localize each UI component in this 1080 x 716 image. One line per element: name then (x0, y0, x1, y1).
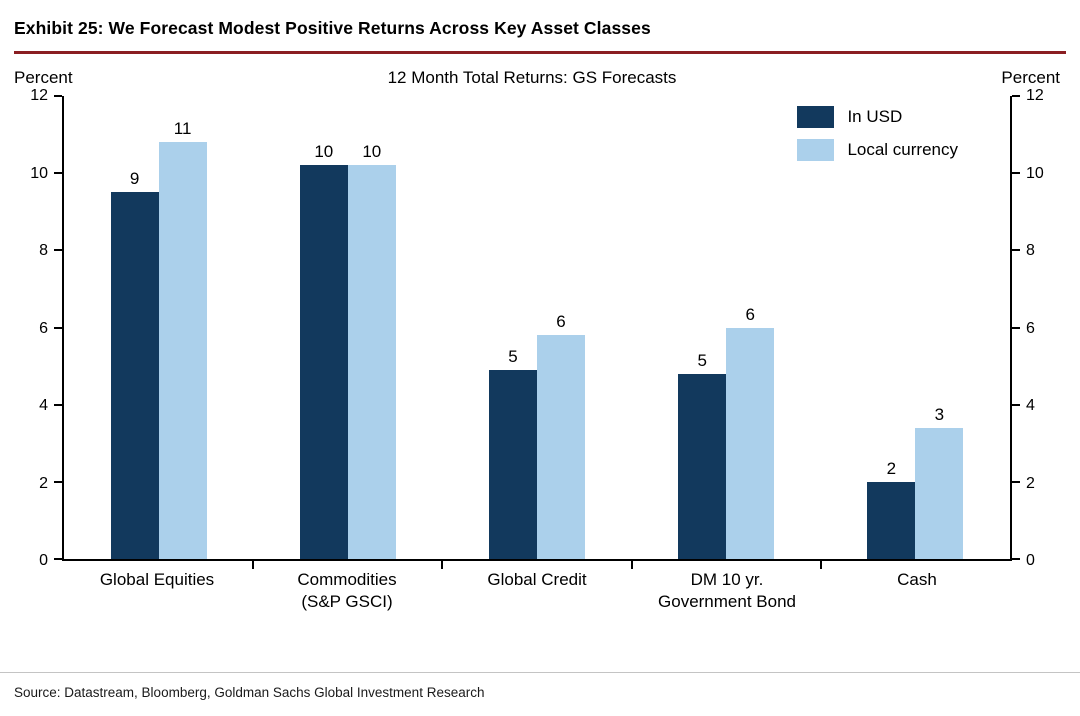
y-tick-mark (54, 95, 62, 97)
legend-item-local-currency: Local currency (797, 139, 958, 161)
bar-value-label: 10 (314, 142, 334, 162)
bar-value-label: 5 (508, 346, 518, 366)
bar-wrap: 5 (489, 96, 537, 559)
y-axis-right: 0 2 4 6 8 10 12 (1012, 87, 1060, 569)
y-tick-mark (1012, 95, 1020, 97)
bar (867, 481, 916, 559)
x-tick-mark (441, 561, 444, 569)
y-axis-title-right: Percent (1001, 68, 1060, 87)
y-tick-label: 0 (39, 552, 48, 569)
y-tick-mark (54, 172, 62, 175)
bar-wrap: 10 (299, 96, 348, 559)
y-tick-label: 8 (1026, 242, 1035, 260)
y-tick-mark (54, 480, 62, 483)
bar-wrap: 3 (915, 96, 964, 559)
bar-value-label: 10 (362, 142, 382, 162)
x-axis-category-label: DM 10 yr. Government Bond (658, 570, 796, 612)
legend-item-in-usd: In USD (797, 106, 958, 128)
y-tick-label: 6 (1026, 319, 1035, 337)
y-tick-mark (1012, 326, 1020, 329)
plot-row: 0 2 4 6 8 10 12 9 11 10 10 5 6 5 6 2 3 In USD Local cur… (14, 87, 1060, 569)
y-tick-label: 8 (39, 242, 48, 260)
x-axis-category-label: Commodities (S&P GSCI) (297, 570, 397, 612)
bar-group: 10 10 (253, 96, 442, 559)
legend-label-local-currency: Local currency (847, 140, 958, 159)
y-tick-label: 12 (30, 87, 48, 104)
footer: Source: Datastream, Bloomberg, Goldman S… (0, 672, 1080, 716)
x-tick-mark (252, 561, 255, 569)
x-axis-category-label: Global Equities (99, 570, 215, 589)
y-axis-left: 0 2 4 6 8 10 12 (14, 87, 62, 569)
bar-wrap: 6 (537, 96, 585, 559)
exhibit-header: Exhibit 25: We Forecast Modest Positive … (0, 0, 1080, 39)
x-axis-category-label: Global Credit (487, 570, 587, 589)
bar-wrap: 11 (158, 96, 207, 559)
y-tick-label: 10 (1026, 164, 1044, 182)
legend-swatch-in-usd (797, 106, 835, 128)
y-tick-mark (1012, 558, 1020, 560)
bar (678, 373, 727, 559)
y-tick-label: 2 (1026, 474, 1035, 492)
bar (537, 335, 585, 559)
bar (299, 165, 348, 559)
bar (726, 327, 775, 559)
bar-wrap: 9 (110, 96, 159, 559)
y-tick-mark (1012, 249, 1020, 252)
bar-wrap: 10 (347, 96, 396, 559)
title-rule (14, 51, 1066, 54)
y-tick-mark (1012, 403, 1020, 406)
bar-value-label: 5 (697, 350, 707, 370)
y-tick-label: 4 (39, 397, 48, 415)
x-tick-mark (630, 561, 633, 569)
y-tick-mark (54, 326, 62, 329)
bar-value-label: 3 (934, 404, 945, 424)
bar (158, 142, 207, 559)
bar-value-label: 6 (745, 304, 755, 324)
bar-group: 9 11 (64, 96, 253, 559)
bar-value-label: 2 (886, 458, 897, 478)
x-tick-mark (819, 561, 822, 569)
y-tick-label: 10 (30, 164, 48, 182)
y-tick-label: 4 (1026, 397, 1035, 415)
chart-title: 12 Month Total Returns: GS Forecasts (387, 68, 677, 87)
exhibit-title: Exhibit 25: We Forecast Modest Positive … (14, 18, 651, 38)
bar (915, 427, 964, 559)
bar-value-label: 9 (129, 169, 140, 189)
bar-value-label: 6 (556, 312, 566, 332)
legend: In USD Local currency (797, 106, 958, 161)
legend-swatch-local-currency (797, 139, 835, 161)
x-axis-labels: Global Equities Commodities (S&P GSCI) Glo… (62, 569, 1012, 613)
y-tick-mark (1012, 480, 1020, 483)
y-tick-label: 6 (39, 319, 48, 337)
source-note: Source: Datastream, Bloomberg, Goldman S… (14, 685, 485, 700)
x-axis-category-label: Cash (897, 570, 937, 589)
y-tick-mark (54, 249, 62, 252)
bar-value-label: 11 (173, 119, 192, 139)
bar-groups: 9 11 10 10 5 6 5 6 2 3 (64, 96, 1010, 559)
legend-label-in-usd: In USD (847, 107, 903, 126)
bar-wrap: 2 (867, 96, 916, 559)
bar (489, 369, 537, 559)
chart-header-row: Percent 12 Month Total Returns: GS Forec… (14, 68, 1060, 88)
y-axis-title-left: Percent (14, 68, 73, 87)
y-tick-label: 0 (1026, 552, 1035, 569)
bar-wrap: 5 (678, 96, 727, 559)
bar (110, 192, 159, 559)
footer-rule (0, 672, 1080, 673)
y-tick-label: 2 (39, 474, 48, 492)
y-tick-mark (54, 558, 62, 560)
y-tick-mark (1012, 172, 1020, 175)
y-tick-mark (54, 403, 62, 406)
bar-wrap: 6 (726, 96, 775, 559)
bar (347, 165, 396, 559)
bar-chart: Percent 12 Month Total Returns: GS Forec… (14, 68, 1060, 613)
plot-area: 9 11 10 10 5 6 5 6 2 3 In USD Local currency (54, 95, 1020, 569)
y-tick-label: 12 (1026, 87, 1044, 104)
